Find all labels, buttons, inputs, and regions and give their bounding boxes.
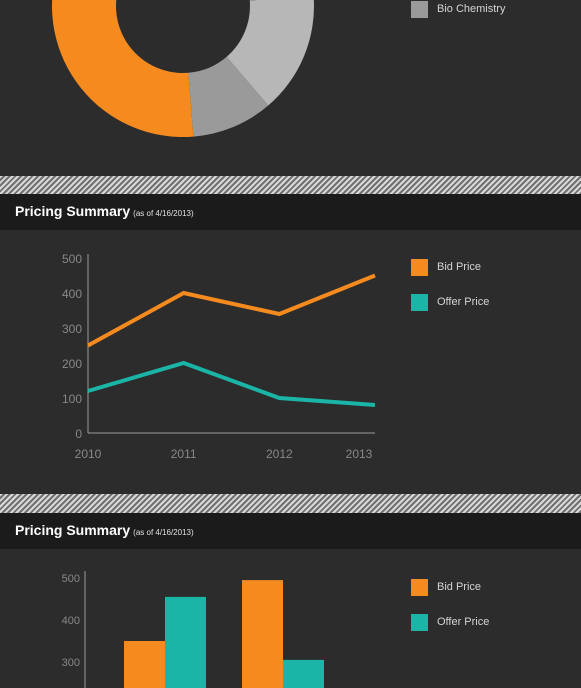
series-line bbox=[87, 273, 376, 348]
y-tick-label: 200 bbox=[62, 357, 82, 371]
legend-swatch bbox=[411, 579, 428, 596]
y-tick-label: 400 bbox=[62, 615, 80, 627]
panel-title: Pricing Summary (as of 4/16/2013) bbox=[15, 522, 194, 538]
legend-swatch bbox=[411, 294, 428, 311]
legend-label: Bid Price bbox=[437, 581, 482, 593]
panel-header: Pricing Summary (as of 4/16/2013) bbox=[0, 513, 581, 549]
legend-label: Offer Price bbox=[437, 616, 490, 628]
legend-label: Bio Chemistry bbox=[437, 3, 506, 15]
bar bbox=[165, 596, 206, 688]
panel-title: Pricing Summary (as of 4/16/2013) bbox=[15, 203, 194, 219]
y-tick-label: 500 bbox=[62, 252, 82, 266]
bar-panel: 300 400 500 Bid Price Offer Price bbox=[0, 549, 581, 688]
legend-label: Offer Price bbox=[437, 296, 490, 308]
legend-swatch bbox=[411, 614, 428, 631]
y-tick-label: 400 bbox=[62, 287, 82, 301]
y-tick-label: 500 bbox=[62, 573, 80, 585]
bar bbox=[242, 580, 283, 688]
donut-slice bbox=[249, 0, 258, 1]
panel-subtitle: (as of 4/16/2013) bbox=[133, 528, 194, 537]
legend-label: Bid Price bbox=[437, 261, 482, 273]
y-tick-label: 300 bbox=[62, 322, 82, 336]
x-tick-label: 2011 bbox=[171, 447, 197, 461]
donut-slice bbox=[226, 0, 314, 106]
divider-stripe bbox=[0, 176, 581, 196]
donut-chart bbox=[52, 0, 314, 137]
legend-swatch bbox=[411, 1, 428, 18]
bar-chart: 300 400 500 bbox=[62, 571, 324, 688]
legend-swatch bbox=[411, 259, 428, 276]
x-tick-label: 2012 bbox=[266, 447, 293, 461]
divider-stripe bbox=[0, 494, 581, 514]
y-tick-label: 300 bbox=[62, 657, 80, 669]
bar bbox=[283, 659, 324, 688]
series-line bbox=[87, 360, 376, 407]
donut-panel: Bio Chemistry bbox=[0, 0, 581, 176]
bar bbox=[124, 641, 165, 688]
panel-header: Pricing Summary (as of 4/16/2013) bbox=[0, 194, 581, 230]
x-tick-label: 2013 bbox=[346, 447, 373, 461]
panel-subtitle: (as of 4/16/2013) bbox=[133, 209, 194, 218]
x-tick-label: 2010 bbox=[75, 447, 102, 461]
line-chart: 0 100 200 300 400 500 2010 2011 2012 2013 bbox=[62, 252, 376, 461]
donut-slice bbox=[188, 56, 269, 137]
y-tick-label: 0 bbox=[75, 427, 82, 441]
line-panel: 0 100 200 300 400 500 2010 2011 2012 2013 Bid Pri… bbox=[0, 230, 581, 494]
y-tick-label: 100 bbox=[62, 392, 82, 406]
donut-slice bbox=[52, 0, 194, 137]
